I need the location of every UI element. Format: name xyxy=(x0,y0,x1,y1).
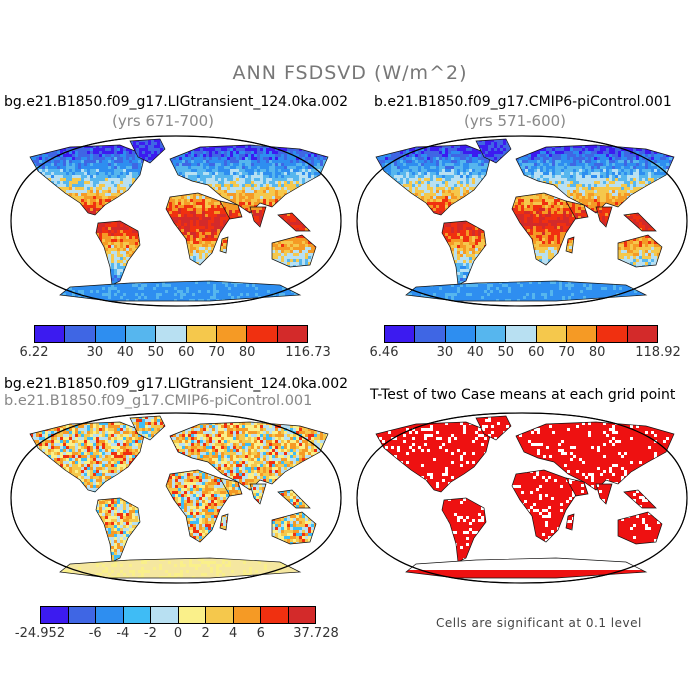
colorbar-tick-label: -2 xyxy=(143,626,157,641)
colorbar-swatch xyxy=(41,607,69,623)
colorbar-swatch xyxy=(247,326,278,342)
colorbar-swatch xyxy=(95,326,126,342)
colorbar-tick-label: 60 xyxy=(527,345,545,360)
colorbar-tick-label: 80 xyxy=(588,345,606,360)
panel1-title: bg.e21.B1850.f09_g17.LIGtransient_124.0k… xyxy=(4,94,349,110)
colorbar-tick-label: -24.952 xyxy=(14,626,66,641)
colorbar-swatch xyxy=(96,607,124,623)
panel3-subtitle: b.e21.B1850.f09_g17.CMIP6-piControl.001 xyxy=(4,393,313,409)
colorbar-tick-label: 118.92 xyxy=(635,345,681,360)
colorbar-tick-label: 40 xyxy=(117,345,134,360)
colorbar-tick-label: 50 xyxy=(497,345,515,360)
colorbar-swatch xyxy=(65,326,96,342)
colorbar-tick-label: 40 xyxy=(467,345,484,360)
colorbar-tick-label: 50 xyxy=(147,345,165,360)
panel2-title: b.e21.B1850.f09_g17.CMIP6-piControl.001 xyxy=(374,94,672,110)
panel4-title: T-Test of two Case means at each grid po… xyxy=(370,387,676,403)
colorbar-swatch xyxy=(261,607,289,623)
colorbar-tick-label: 80 xyxy=(238,345,256,360)
colorbar-swatch xyxy=(597,326,628,342)
panel1-subtitle: (yrs 671-700) xyxy=(112,112,215,130)
colorbar-tick-label: -6 xyxy=(88,626,102,641)
panel3-title: bg.e21.B1850.f09_g17.LIGtransient_124.0k… xyxy=(4,376,349,392)
colorbar-tick-label: 70 xyxy=(558,345,575,360)
colorbar-tick-label: -4 xyxy=(116,626,130,641)
colorbar-swatch xyxy=(627,326,657,342)
panel1-colorbar xyxy=(34,325,308,343)
colorbar-swatch xyxy=(68,607,96,623)
colorbar-swatch xyxy=(475,326,507,342)
panel2-colorbar xyxy=(384,325,658,343)
colorbar-tick-label: 2 xyxy=(201,626,210,641)
figure-title: ANN FSDSVD (W/m^2) xyxy=(232,62,468,84)
colorbar-tick-label: 37.728 xyxy=(293,626,339,641)
colorbar-swatch xyxy=(277,326,307,342)
panel2-subtitle: (yrs 571-600) xyxy=(464,112,567,130)
panel3-map xyxy=(10,412,342,584)
colorbar-swatch xyxy=(125,326,157,342)
colorbar-swatch xyxy=(35,326,66,342)
colorbar-swatch xyxy=(206,607,234,623)
colorbar-swatch xyxy=(536,326,567,342)
panel2-map xyxy=(356,135,688,307)
panel4-map xyxy=(356,412,688,584)
colorbar-tick-label: 0 xyxy=(173,626,183,641)
colorbar-tick-label: 6.46 xyxy=(369,345,399,360)
colorbar-tick-label: 70 xyxy=(208,345,225,360)
colorbar-swatch xyxy=(233,607,261,623)
colorbar-tick-label: 4 xyxy=(229,626,238,641)
colorbar-tick-label: 30 xyxy=(436,345,454,360)
colorbar-swatch xyxy=(151,607,179,623)
colorbar-swatch xyxy=(385,326,416,342)
colorbar-swatch xyxy=(415,326,446,342)
colorbar-swatch xyxy=(445,326,476,342)
colorbar-tick-label: 30 xyxy=(86,345,104,360)
colorbar-tick-label: 116.73 xyxy=(285,345,331,360)
colorbar-swatch xyxy=(506,326,537,342)
colorbar-swatch xyxy=(123,607,151,623)
colorbar-swatch xyxy=(288,607,315,623)
colorbar-swatch xyxy=(178,607,206,623)
colorbar-tick-label: 6 xyxy=(256,626,265,641)
colorbar-tick-label: 6.22 xyxy=(19,345,49,360)
colorbar-swatch xyxy=(186,326,217,342)
panel4-note: Cells are significant at 0.1 level xyxy=(436,616,642,630)
panel1-map xyxy=(10,135,342,307)
colorbar-swatch xyxy=(566,326,598,342)
colorbar-swatch xyxy=(216,326,248,342)
colorbar-swatch xyxy=(156,326,187,342)
colorbar-tick-label: 60 xyxy=(177,345,195,360)
panel3-colorbar xyxy=(40,606,316,624)
